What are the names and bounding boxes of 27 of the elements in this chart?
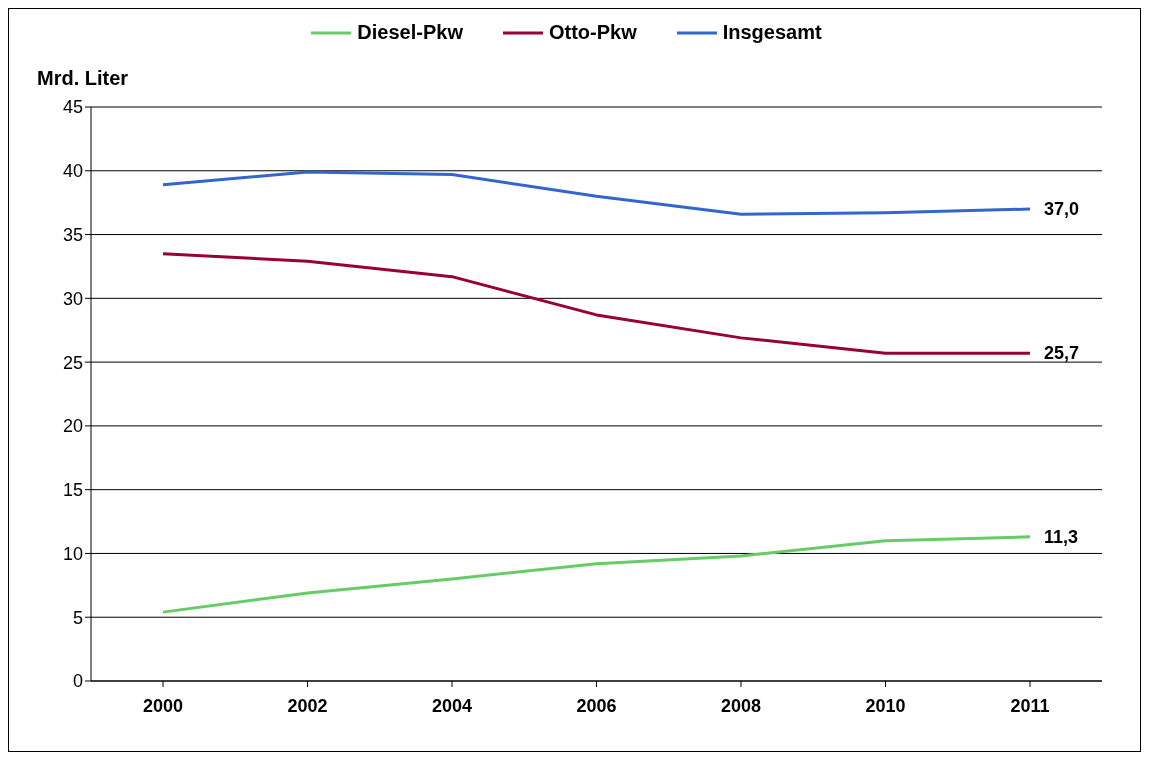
legend-label: Insgesamt — [722, 21, 822, 44]
y-tick-label: 40 — [62, 161, 83, 182]
y-axis-title: Mrd. Liter — [37, 67, 129, 89]
data-label: 25,7 — [1044, 343, 1080, 364]
y-tick-label: 10 — [62, 543, 83, 564]
line-series — [161, 170, 1032, 216]
y-tick-label: 35 — [62, 224, 83, 245]
line-series — [161, 252, 1032, 355]
y-tick-label: 0 — [72, 671, 83, 692]
x-tick-label: 2008 — [720, 695, 762, 716]
y-tick-label: 45 — [62, 97, 83, 118]
x-tick-label: 2010 — [865, 695, 906, 716]
x-tick-label: 2002 — [287, 695, 328, 716]
legend-label: Otto-Pkw — [548, 21, 637, 44]
x-tick-label: 2004 — [431, 695, 473, 716]
y-tick-label: 5 — [72, 607, 83, 628]
x-tick-label: 2000 — [142, 695, 184, 716]
data-label: 37,0 — [1044, 199, 1080, 220]
y-tick-label: 30 — [62, 288, 83, 309]
x-tick-label: 2006 — [576, 695, 617, 716]
y-tick-label: 15 — [62, 480, 83, 501]
legend-label: Diesel-Pkw — [357, 21, 463, 44]
y-tick-label: 20 — [62, 416, 83, 437]
data-label: 11,3 — [1044, 526, 1079, 547]
x-tick-label: 2011 — [1010, 695, 1050, 716]
line-series — [161, 535, 1032, 614]
y-tick-label: 25 — [62, 352, 83, 373]
